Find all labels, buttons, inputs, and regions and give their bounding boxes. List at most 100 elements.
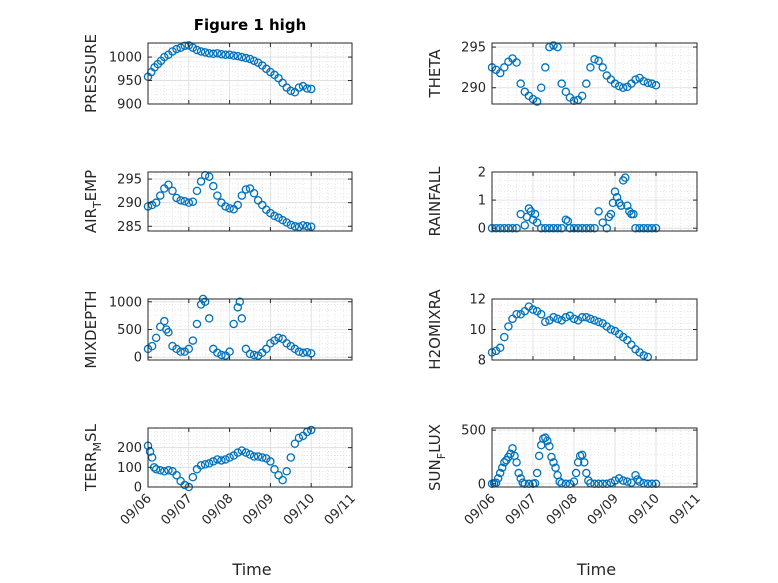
data-point xyxy=(643,78,653,88)
data-point xyxy=(500,223,509,233)
figure-title: Figure 1 high xyxy=(194,16,307,34)
data-point xyxy=(508,223,517,233)
data-point xyxy=(643,352,653,362)
data-point xyxy=(610,79,620,88)
y-tick-label: 1000 xyxy=(109,51,142,66)
data-point xyxy=(241,185,251,194)
y-tick-label: 0 xyxy=(134,351,142,366)
data-point xyxy=(635,223,644,233)
data-point xyxy=(217,350,226,360)
data-point xyxy=(290,439,300,448)
subplot-mixdepth: 0 500 1000 MIXDEPTH xyxy=(82,290,353,369)
data-point xyxy=(569,223,579,233)
data-point xyxy=(598,63,607,72)
data-point xyxy=(302,84,312,93)
data-point xyxy=(176,196,185,205)
y-tick-label: 0 xyxy=(478,222,486,237)
data-point xyxy=(608,198,618,208)
data-point xyxy=(221,202,230,211)
data-point xyxy=(209,457,218,466)
data-point xyxy=(586,314,595,324)
data-point xyxy=(184,344,194,354)
y-tick-label: 1000 xyxy=(109,295,142,310)
data-point xyxy=(229,319,238,329)
data-point xyxy=(180,197,189,206)
y-tick-label: 0 xyxy=(478,477,486,492)
data-point xyxy=(196,47,206,56)
data-point xyxy=(639,223,648,233)
subplot-air-temp: 285 290 295 AIRTEMP xyxy=(82,170,353,235)
data-point xyxy=(160,467,169,476)
data-point xyxy=(278,475,287,485)
data-point xyxy=(217,50,226,59)
data-point xyxy=(577,91,587,101)
data-point xyxy=(188,472,198,482)
data-point xyxy=(233,51,243,61)
data-point xyxy=(514,468,523,478)
data-point xyxy=(639,76,648,86)
data-point xyxy=(541,63,550,72)
data-point xyxy=(168,47,177,56)
data-point xyxy=(631,75,640,84)
data-point xyxy=(270,211,279,221)
data-point xyxy=(643,223,653,233)
data-point xyxy=(204,49,214,58)
data-point xyxy=(262,344,271,354)
data-point xyxy=(590,55,599,64)
data-point xyxy=(225,50,234,59)
data-point xyxy=(164,328,173,337)
data-point xyxy=(172,470,181,480)
axes-box xyxy=(491,427,698,488)
data-point xyxy=(512,58,521,67)
data-point xyxy=(151,198,161,207)
data-point xyxy=(577,223,587,233)
data-point xyxy=(530,209,540,219)
data-point xyxy=(647,79,657,88)
data-point xyxy=(200,48,210,57)
subplot-h2omixra: 8 10 12 H2OMIXRA xyxy=(426,289,698,370)
data-point xyxy=(282,218,291,227)
data-point xyxy=(188,197,198,206)
y-axis-label: MIXDEPTH xyxy=(82,290,100,368)
data-point xyxy=(213,348,222,358)
data-point xyxy=(495,223,505,233)
data-point xyxy=(582,468,591,478)
y-tick-label: 12 xyxy=(469,293,486,308)
data-point xyxy=(176,43,185,52)
data-point xyxy=(516,474,525,483)
data-point xyxy=(594,317,603,327)
y-tick-label: 285 xyxy=(117,220,142,235)
data-point xyxy=(618,476,628,485)
data-point xyxy=(245,54,255,64)
data-point xyxy=(512,309,521,319)
data-point xyxy=(594,56,603,66)
data-point xyxy=(155,191,165,200)
data-point xyxy=(294,433,304,443)
data-point xyxy=(274,213,283,223)
data-point xyxy=(512,223,521,233)
data-point xyxy=(302,347,312,357)
data-point xyxy=(610,187,620,196)
y-tick-label: 295 xyxy=(117,173,142,188)
data-point xyxy=(541,317,550,327)
data-point xyxy=(557,223,566,233)
data-point xyxy=(497,463,507,472)
data-point xyxy=(508,444,517,453)
data-point xyxy=(500,63,509,72)
data-point xyxy=(580,458,589,467)
data-point xyxy=(213,49,222,58)
data-point xyxy=(561,313,571,322)
data-point xyxy=(241,53,251,63)
data-point xyxy=(571,468,581,478)
data-point xyxy=(245,349,255,359)
data-point xyxy=(551,463,560,472)
y-axis-label: PRESSURE xyxy=(82,34,100,113)
data-point xyxy=(294,83,304,92)
data-point xyxy=(528,305,538,314)
data-point xyxy=(274,333,283,343)
data-point xyxy=(512,458,521,467)
data-point xyxy=(184,41,194,50)
y-axis-label: SUNFLUX xyxy=(426,424,448,491)
data-point xyxy=(176,347,185,356)
y-tick-label: 8 xyxy=(478,354,486,369)
